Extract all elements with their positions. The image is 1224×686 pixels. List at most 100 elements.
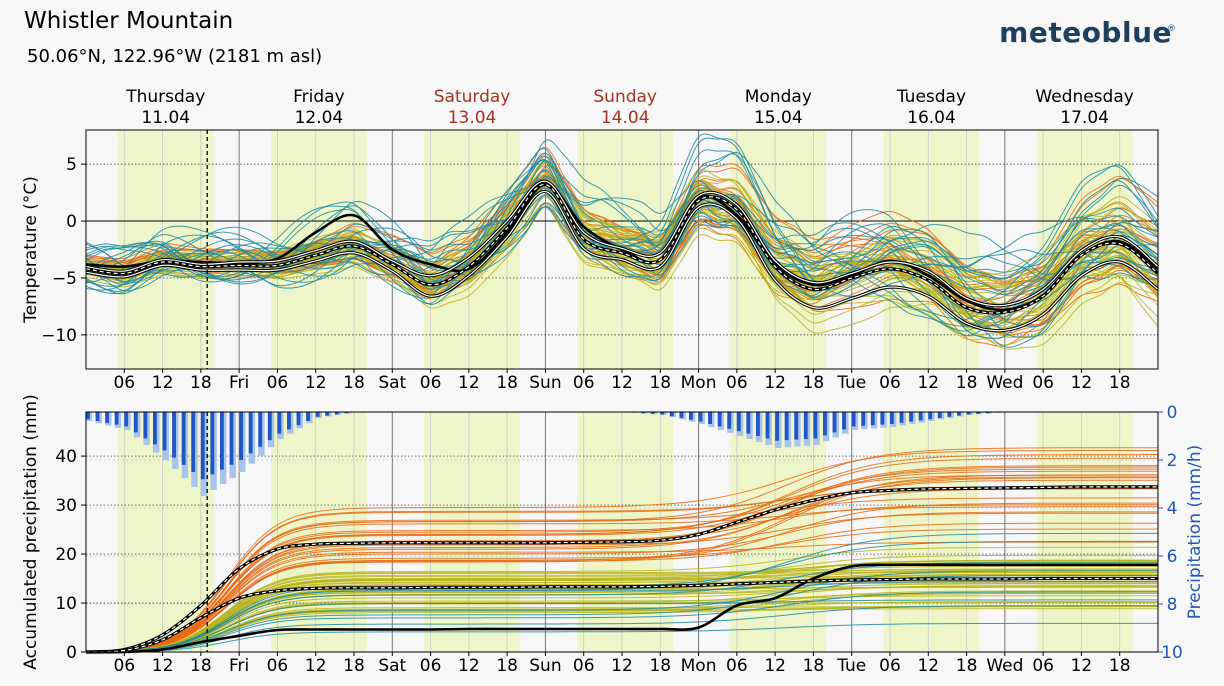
x-tick-label: 18 [496,656,518,676]
precipitation-ensemble-member [85,561,1158,653]
x-tick-label: Sat [378,656,406,676]
x-tick-label: 06 [879,656,901,676]
precipitation-bar [660,412,665,415]
day-date-label: 16.04 [907,108,956,128]
x-tick-label: 12 [611,373,633,393]
precipitation-rate-tick-label: 8 [1167,595,1178,615]
precipitation-bar [210,412,215,475]
x-tick-label: 12 [917,373,939,393]
temperature-y-axis-label: Temperature (°C) [21,176,41,324]
precipitation-ensemble-member [85,605,1158,653]
precipitation-ensemble-member [85,572,1158,653]
temperature-ensemble-member [85,194,1159,327]
precipitation-bar [306,412,310,421]
precipitation-bar [143,412,148,439]
precipitation-bar [153,412,157,445]
header: Whistler Mountain 50.06°N, 122.96°W (218… [0,0,1224,80]
precipitation-bar [172,412,176,458]
precipitation-ensemble-member [85,506,1158,652]
day-name-label: Monday [745,87,812,107]
location-coordinates: 50.06°N, 122.96°W (2181 m asl) [27,46,323,67]
day-name-label: Saturday [434,87,511,107]
precipitation-bar [736,412,741,432]
precipitation-bar [861,412,866,426]
hourly-precipitation-bars [86,412,1002,496]
precipitation-bar [899,412,904,423]
precipitation-bar [287,412,291,430]
precipitation-bar [909,412,913,422]
precipitation-ensemble-member [85,477,1158,653]
x-tick-label: Sun [529,656,561,676]
precipitation-y-tick-label: 40 [55,447,77,467]
x-tick-label: 18 [803,656,825,676]
precipitation-daylight-band [730,412,827,652]
precipitation-bar [344,412,349,414]
precipitation-ensemble-member [85,573,1158,653]
x-tick-label: 18 [1109,656,1131,676]
x-tick-label: Tue [836,373,866,393]
precipitation-ensemble-member [85,511,1158,653]
x-tick-label: 18 [190,656,212,676]
day-name-label: Friday [293,87,345,107]
day-name-label: Tuesday [896,87,966,107]
precipitation-upper-quantile-line [85,486,1158,653]
precipitation-daylight-band [883,412,980,652]
x-tick-label: 18 [803,373,825,393]
precipitation-bar [267,412,272,441]
x-tick-label: 18 [956,373,978,393]
x-tick-label: 18 [190,373,212,393]
precipitation-bar [890,412,894,424]
x-tick-label: 18 [956,656,978,676]
precipitation-bar [957,412,961,416]
x-tick-label: Mon [681,373,717,393]
precipitation-ensemble-member [85,592,1158,653]
precipitation-ensemble-member [85,476,1158,653]
precipitation-bar [985,412,990,414]
x-tick-label: Fri [229,373,249,393]
x-tick-label: 18 [649,656,671,676]
precipitation-bar [334,412,339,415]
x-tick-label: 12 [152,656,174,676]
precipitation-bar [880,412,885,425]
precipitation-ensemble-member [85,474,1158,652]
x-tick-label: 06 [113,656,135,676]
x-tick-label: 06 [267,656,289,676]
precipitation-bar [947,412,952,417]
precipitation-daylight-band [1036,412,1133,652]
precipitation-bar [813,412,818,439]
precipitation-y-tick-label: 10 [55,594,77,614]
x-tick-label: 06 [726,656,748,676]
precipitation-bar [803,412,808,439]
precipitation-ensemble-member [85,591,1158,653]
x-tick-label: 12 [1071,373,1093,393]
x-tick-label: Wed [986,656,1023,676]
precipitation-bar [937,412,942,418]
precipitation-y-tick-label: 0 [66,643,77,663]
temperature-y-tick-label: 0 [66,212,77,232]
day-date-label: 14.04 [601,108,650,128]
precipitation-rate-tick-label: 6 [1167,547,1178,567]
precipitation-bar [95,412,100,421]
temperature-y-tick-label: 5 [66,155,77,175]
temperature-lower-quantile-line [85,190,1159,332]
temperature-ensemble-member [85,133,1159,287]
precipitation-bar [765,412,770,439]
temperature-median-line [85,183,1159,314]
x-tick-label: 06 [726,373,748,393]
precipitation-ensemble-member [85,570,1158,653]
precipitation-bar [689,412,693,420]
precipitation-bar [296,412,301,426]
precipitation-ensemble-member [85,450,1158,652]
x-tick-label: 18 [649,373,671,393]
meteoblue-logo[interactable]: meteoblue [999,16,1172,49]
x-tick-label: 06 [573,656,595,676]
precipitation-bar [832,412,837,433]
precipitation-bar [794,412,799,440]
temperature-ensemble-member [85,152,1159,328]
temperature-y-tick-label: −10 [41,326,77,346]
x-tick-label: 12 [305,373,327,393]
x-tick-label: 18 [1109,373,1131,393]
x-tick-label: 06 [267,373,289,393]
precipitation-ensemble-member [85,546,1158,653]
